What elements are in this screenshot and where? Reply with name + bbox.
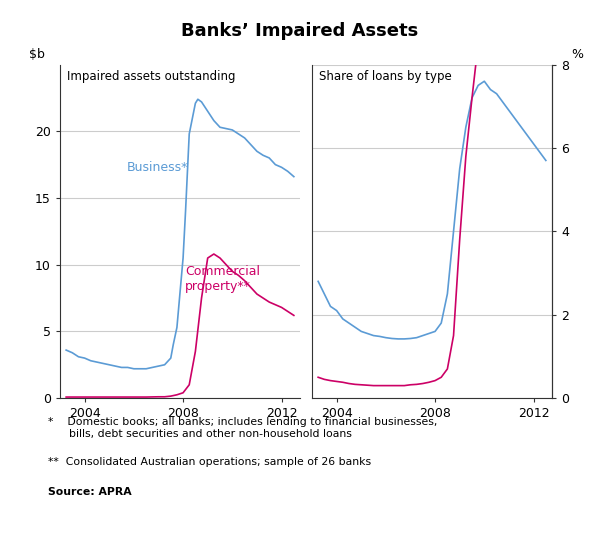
Text: Impaired assets outstanding: Impaired assets outstanding <box>67 69 236 82</box>
Text: Share of loans by type: Share of loans by type <box>319 69 452 82</box>
Text: %: % <box>571 48 583 61</box>
Text: Commercial
property**: Commercial property** <box>185 265 260 293</box>
Text: **  Consolidated Australian operations; sample of 26 banks: ** Consolidated Australian operations; s… <box>48 457 371 468</box>
Text: Business*: Business* <box>127 161 188 174</box>
Text: $b: $b <box>29 48 44 61</box>
Text: Banks’ Impaired Assets: Banks’ Impaired Assets <box>181 23 419 40</box>
Text: *    Domestic books; all banks; includes lending to financial businesses,
      : * Domestic books; all banks; includes le… <box>48 417 437 438</box>
Text: Source: APRA: Source: APRA <box>48 487 131 497</box>
